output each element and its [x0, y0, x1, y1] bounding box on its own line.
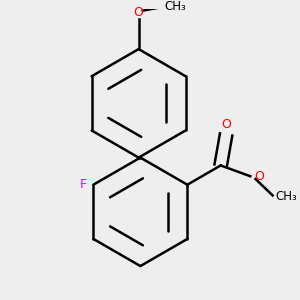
Text: F: F — [79, 178, 86, 191]
Text: CH₃: CH₃ — [275, 190, 297, 203]
Text: O: O — [254, 170, 264, 183]
Text: O: O — [221, 118, 231, 131]
Text: O: O — [134, 6, 144, 20]
Text: CH₃: CH₃ — [165, 0, 187, 13]
